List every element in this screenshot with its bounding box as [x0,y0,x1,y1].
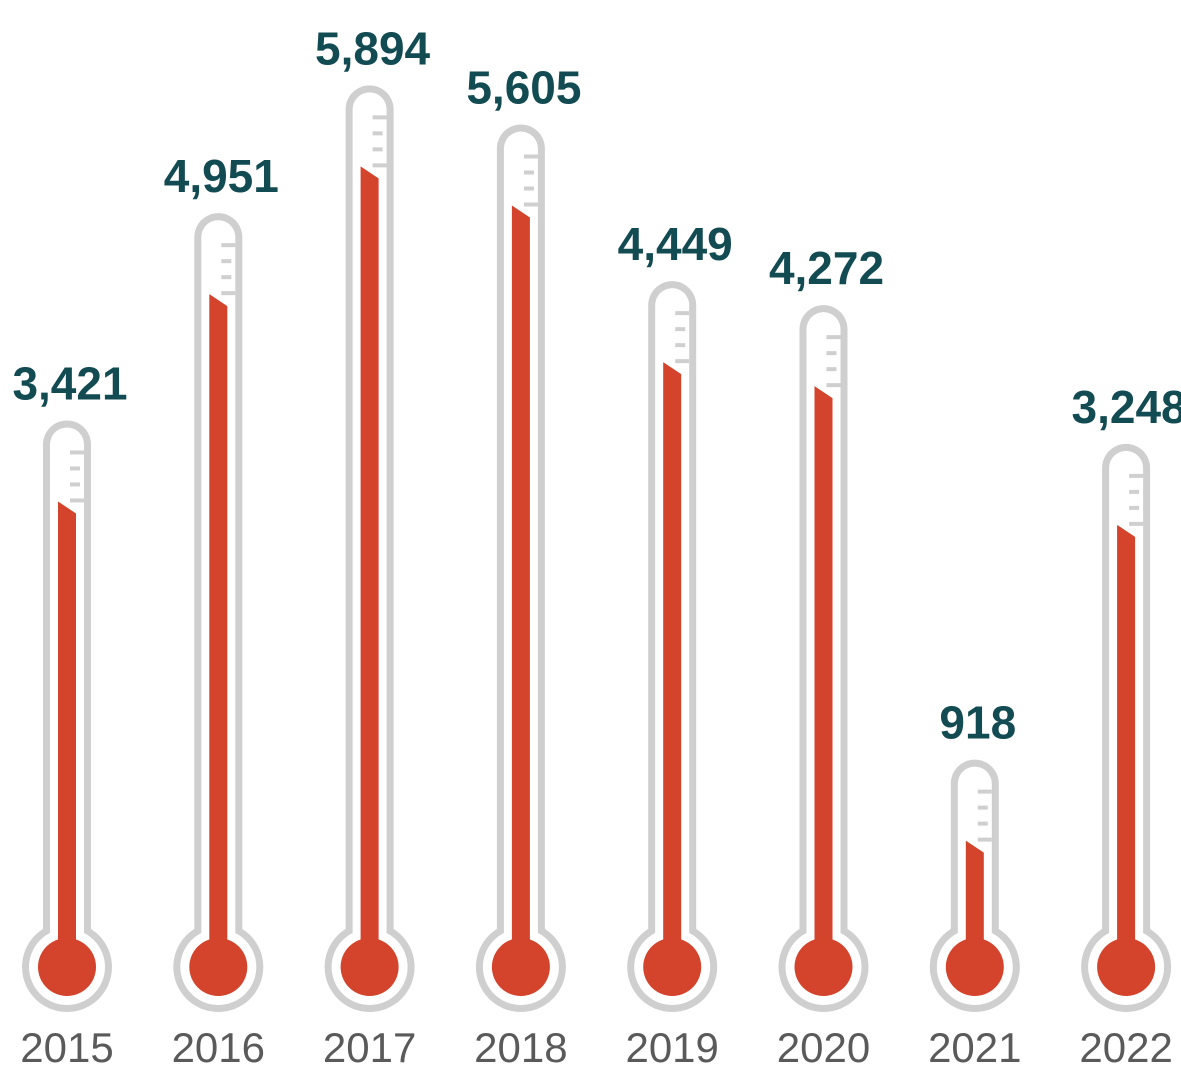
mercury-bar [965,840,984,965]
tick-mark [977,837,992,842]
thermometer-2022: 3,248 2022 [1072,381,1181,1070]
value-label: 3,421 [12,357,127,409]
value-label: 5,894 [315,22,431,74]
tick-mark [1129,521,1144,526]
tick-mark [1129,473,1144,478]
tick-mark [826,335,841,340]
tick-mark [675,327,686,332]
thermometer-2016: 4,951 2016 [164,150,279,1070]
year-label: 2016 [172,1024,265,1070]
mercury-bar [209,294,228,965]
mercury-bulb [643,938,702,996]
mercury-bulb [189,938,248,996]
thermometer-2021: 918 2021 [928,697,1021,1070]
year-label: 2015 [20,1024,113,1070]
value-label: 4,272 [769,242,884,294]
value-label: 918 [939,697,1016,749]
value-label: 4,951 [164,150,279,202]
year-label: 2021 [928,1024,1021,1070]
mercury-bulb [945,938,1004,996]
tick-mark [221,259,232,264]
value-label: 4,449 [618,218,733,270]
thermometer-2018: 5,605 2018 [466,62,581,1070]
tick-mark [70,450,84,455]
year-label: 2018 [474,1024,567,1070]
mercury-bar [360,166,379,965]
value-label: 5,605 [466,62,581,114]
thermometer-2020: 4,272 2020 [769,242,884,1070]
mercury-bar [58,501,76,965]
mercury-bar [511,205,530,965]
mercury-bar [814,386,833,965]
tick-mark [372,115,387,120]
tick-mark [826,367,837,372]
tick-mark [523,154,538,159]
tick-mark [523,186,534,191]
tick-mark [372,131,383,136]
year-label: 2022 [1079,1024,1172,1070]
mercury-bulb [794,938,853,996]
mercury-bulb [340,938,399,996]
thermometer-2017: 5,894 2017 [315,22,431,1070]
tick-mark [70,498,84,503]
tick-mark [221,291,236,296]
tick-mark [523,170,534,175]
tick-mark [675,359,690,364]
year-label: 2019 [625,1024,718,1070]
thermometer-2019: 4,449 2019 [618,218,733,1070]
mercury-bar [663,362,682,965]
year-label: 2020 [777,1024,870,1070]
tick-mark [826,383,841,388]
value-label: 3,248 [1072,381,1181,433]
tick-mark [1129,505,1140,510]
thermometers-group: 3,421 2015 4,951 2016 5,894 2017 5,605 2018 4,44… [12,22,1181,1070]
mercury-bulb [38,938,96,996]
tick-mark [221,243,236,248]
tick-mark [977,805,988,810]
year-label: 2017 [323,1024,416,1070]
tick-mark [372,163,387,168]
tick-mark [70,466,80,471]
tick-mark [977,789,992,794]
mercury-bulb [1097,938,1156,996]
tick-mark [523,202,538,207]
tick-mark [1129,489,1140,494]
mercury-bar [1117,524,1136,965]
tick-mark [675,311,690,316]
tick-mark [826,351,837,356]
tick-mark [372,147,383,152]
tick-mark [977,821,988,826]
tick-mark [221,275,232,280]
thermometer-2015: 3,421 2015 [12,357,127,1070]
tick-mark [675,343,686,348]
tick-mark [70,482,80,487]
mercury-bulb [491,938,550,996]
